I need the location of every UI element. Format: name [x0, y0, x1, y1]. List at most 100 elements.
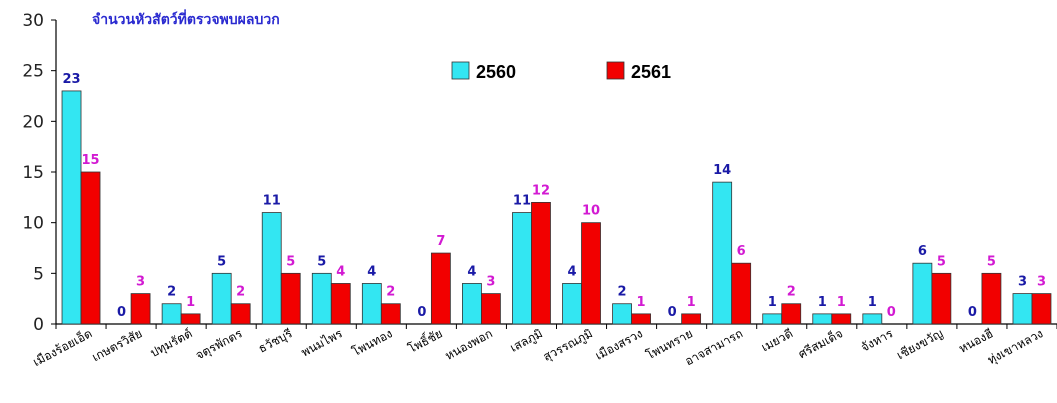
data-label-2560: 0 [968, 305, 977, 320]
data-label-2560: 4 [568, 264, 577, 279]
data-label-2561: 5 [937, 254, 946, 269]
data-label-2561: 1 [186, 295, 195, 310]
bar-2561 [831, 313, 852, 325]
category-label: เมืองสรวง [593, 326, 645, 363]
bar-2560 [1012, 293, 1033, 325]
data-label-2560: 0 [417, 305, 426, 320]
data-label-2561: 15 [81, 153, 99, 168]
data-label-2561: 2 [787, 285, 796, 300]
bar-2561 [681, 313, 702, 325]
bar-2561 [280, 272, 301, 325]
y-tick-label: 5 [33, 264, 44, 284]
bar-2560 [311, 272, 332, 325]
bar-2560 [261, 212, 282, 325]
data-label-2561: 5 [286, 254, 295, 269]
data-label-2560: 0 [117, 305, 126, 320]
data-label-2560: 3 [1018, 275, 1027, 290]
bar-2561 [481, 293, 501, 325]
legend-swatch-2561 [606, 61, 625, 80]
bar-2561 [781, 303, 802, 325]
bar-2561 [180, 313, 201, 325]
data-label-2561: 4 [336, 264, 345, 279]
bar-2560 [512, 212, 532, 325]
bar-2560 [562, 283, 582, 325]
legend-swatch-2560 [451, 61, 470, 80]
data-label-2561: 6 [737, 244, 746, 259]
data-label-2560: 11 [263, 194, 281, 209]
bar-2561 [731, 262, 752, 325]
category-label: ธวัชบุรี [256, 326, 296, 357]
bar-2561 [330, 283, 351, 325]
category-label: หนองฮี [957, 326, 996, 356]
data-label-2561: 1 [687, 295, 696, 310]
bar-2560 [161, 303, 182, 325]
data-label-2561: 2 [236, 285, 245, 300]
y-tick-label: 20 [22, 112, 44, 132]
bar-2560 [812, 313, 833, 325]
bar-2561 [1031, 293, 1052, 325]
category-label: เมยวดี [759, 326, 795, 354]
data-label-2561: 0 [887, 305, 896, 320]
data-label-2560: 6 [918, 244, 927, 259]
bar-2561 [981, 272, 1002, 325]
data-label-2561: 3 [136, 275, 145, 290]
bar-2560 [361, 283, 382, 325]
bar-2561 [531, 201, 551, 325]
data-label-2560: 4 [467, 264, 476, 279]
data-label-2560: 2 [167, 285, 176, 300]
data-label-2560: 5 [317, 254, 326, 269]
y-tick-label: 0 [33, 315, 44, 335]
bar-2561 [430, 252, 451, 325]
data-label-2560: 1 [818, 295, 827, 310]
category-label: พนมไพร [299, 326, 345, 359]
data-label-2561: 3 [1037, 275, 1046, 290]
category-label: ปทุมรัตต์ [148, 326, 195, 361]
data-label-2561: 7 [436, 234, 445, 249]
category-label: เกษตรวิสัย [90, 326, 145, 364]
data-label-2561: 2 [386, 285, 395, 300]
bar-2561 [380, 303, 401, 325]
y-tick-label: 15 [22, 163, 44, 183]
category-label: โพนทอง [350, 326, 395, 359]
category-label: ทุ่งเขาหลวง [985, 326, 1046, 368]
data-label-2561: 10 [582, 204, 600, 219]
data-label-2560: 4 [367, 264, 376, 279]
bar-2560 [712, 181, 733, 325]
data-label-2560: 14 [713, 163, 731, 178]
data-label-2560: 1 [768, 295, 777, 310]
legend-label-2561: 2561 [631, 62, 671, 82]
bar-2560 [462, 283, 482, 325]
bar-2560 [211, 272, 232, 325]
data-label-2560: 5 [217, 254, 226, 269]
bar-2560 [912, 262, 933, 325]
data-label-2560: 11 [513, 194, 531, 209]
category-label: โพธิ์ชัย [405, 325, 445, 356]
bar-2560 [762, 313, 783, 325]
chart-title: จำนวนหัวสัตว์ที่ตรวจพบผลบวก [92, 9, 280, 28]
y-tick-label: 25 [22, 62, 44, 82]
data-label-2560: 2 [618, 285, 627, 300]
data-label-2561: 5 [987, 254, 996, 269]
category-label: หนองพอก [443, 326, 495, 363]
category-label: ศรีสมเด็จ [796, 325, 846, 361]
data-label-2560: 23 [62, 72, 80, 87]
category-label: เชียงขวัญ [894, 326, 945, 362]
bar-2561 [80, 171, 101, 325]
bar-2561 [230, 303, 251, 325]
data-label-2560: 1 [868, 295, 877, 310]
data-label-2561: 12 [532, 183, 550, 198]
data-label-2560: 0 [668, 305, 677, 320]
bar-2560 [61, 90, 82, 325]
bar-2560 [612, 303, 632, 325]
data-label-2561: 1 [837, 295, 846, 310]
category-label: อาจสามารถ [683, 326, 746, 368]
bars [61, 90, 1052, 325]
bar-2561 [581, 222, 601, 325]
data-label-2561: 3 [486, 275, 495, 290]
legend-label-2560: 2560 [476, 62, 516, 82]
category-label: จตุรพักตร [193, 326, 245, 363]
